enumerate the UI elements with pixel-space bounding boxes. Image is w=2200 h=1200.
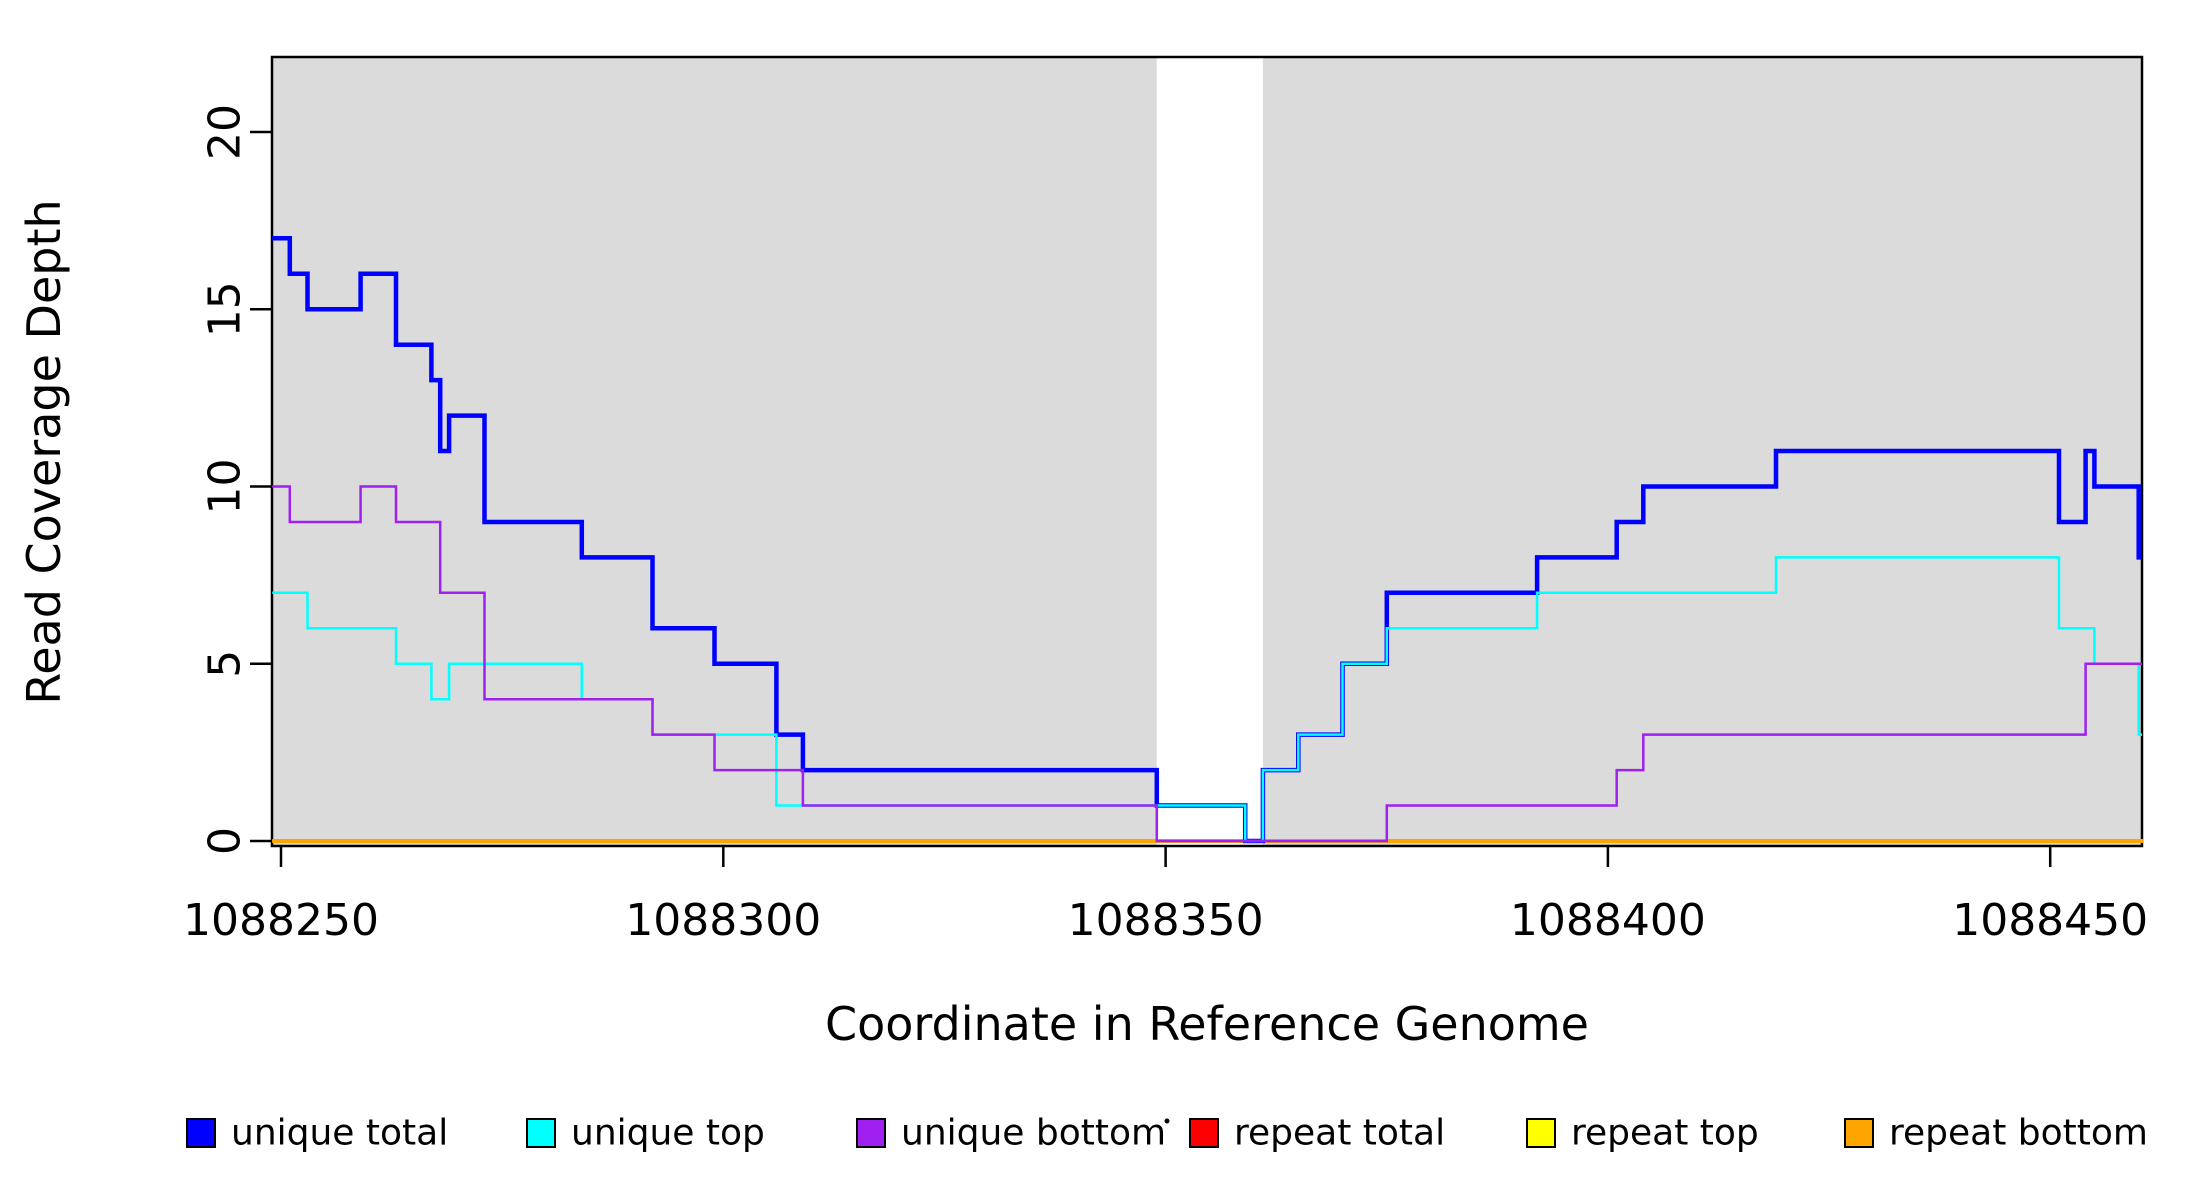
- y-tick-label: 0: [200, 827, 251, 855]
- y-tick-label: 10: [200, 459, 251, 515]
- y-axis-title: Read Coverage Depth: [17, 199, 71, 704]
- plot-box: [270, 55, 2144, 848]
- shaded-region-1: [272, 57, 1157, 846]
- legend-swatch-repeat-top: [1526, 1118, 1556, 1148]
- legend-swatch-repeat-total: [1189, 1118, 1219, 1148]
- legend-label-unique-top: unique top: [571, 1113, 765, 1154]
- series-unique-top: [272, 556, 2142, 843]
- x-tick-label: 1088250: [183, 895, 379, 946]
- legend-label-unique-total: unique total: [231, 1113, 448, 1154]
- y-tick-label: 20: [200, 104, 251, 160]
- legend-label-repeat-total: repeat total: [1234, 1113, 1445, 1154]
- x-axis-title: Coordinate in Reference Genome: [825, 997, 1589, 1051]
- x-tick-label: 1088300: [625, 895, 821, 946]
- series-unique-total: [272, 236, 2142, 844]
- series-unique-bottom: [272, 485, 2142, 843]
- stray-dot: [1164, 1118, 1170, 1124]
- legend-label-unique-bottom: unique bottom: [901, 1113, 1166, 1154]
- x-tick-label: 1088400: [1510, 895, 1706, 946]
- y-tick-label: 15: [200, 281, 251, 337]
- legend-swatch-unique-bottom: [856, 1118, 886, 1148]
- legend-swatch-unique-top: [526, 1118, 556, 1148]
- x-tick-label: 1088350: [1068, 895, 1264, 946]
- y-tick-label: 5: [200, 650, 251, 678]
- x-tick-label: 1088450: [1952, 895, 2148, 946]
- legend-label-repeat-bottom: repeat bottom: [1889, 1113, 2148, 1154]
- legend-swatch-unique-total: [186, 1118, 216, 1148]
- legend-swatch-repeat-bottom: [1844, 1118, 1874, 1148]
- legend-label-repeat-top: repeat top: [1571, 1113, 1759, 1154]
